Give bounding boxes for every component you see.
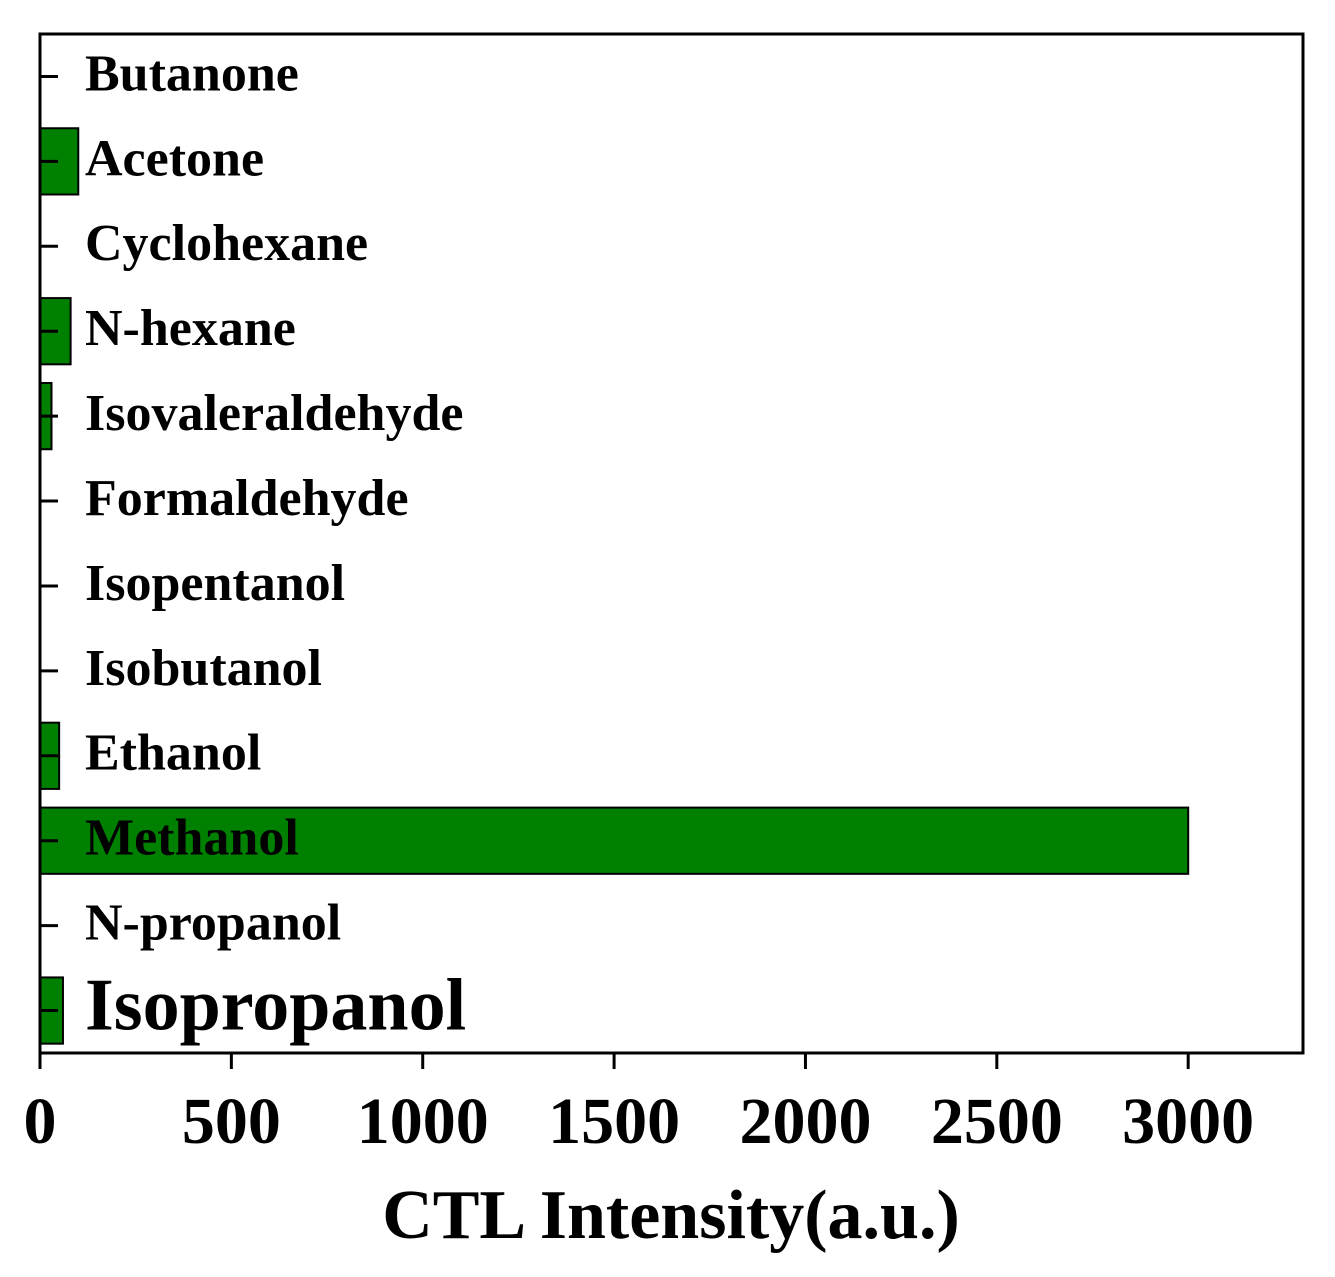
bar (39, 806, 1190, 875)
x-tick-label: 1500 (548, 1085, 680, 1158)
y-tick-label: Isobutanol (85, 640, 322, 697)
y-tick-label: Isovaleraldehyde (85, 385, 463, 442)
y-tick-label: Formaldehyde (85, 470, 409, 527)
x-tick-label: 1000 (357, 1085, 489, 1158)
plot-frame (38, 32, 1305, 1055)
y-tick-label: Butanone (85, 45, 299, 102)
x-axis-title: CTL Intensity(a.u.) (382, 1177, 960, 1254)
y-tick-label: N-propanol (85, 895, 341, 952)
x-tick-label: 3000 (1122, 1085, 1254, 1158)
y-tick-label: N-hexane (85, 300, 296, 357)
y-tick-label: Acetone (85, 130, 264, 187)
y-tick-label: Isopentanol (85, 555, 345, 612)
y-tick-label: Cyclohexane (85, 215, 368, 272)
x-tick-label: 2500 (931, 1085, 1063, 1158)
x-tick-label: 0 (24, 1085, 57, 1158)
x-tick-label: 2000 (739, 1085, 871, 1158)
x-tick-label: 500 (182, 1085, 281, 1158)
y-tick-label: Methanol (85, 810, 299, 867)
y-tick-label: Ethanol (85, 725, 261, 782)
y-tick-label: Isopropanol (85, 965, 466, 1047)
